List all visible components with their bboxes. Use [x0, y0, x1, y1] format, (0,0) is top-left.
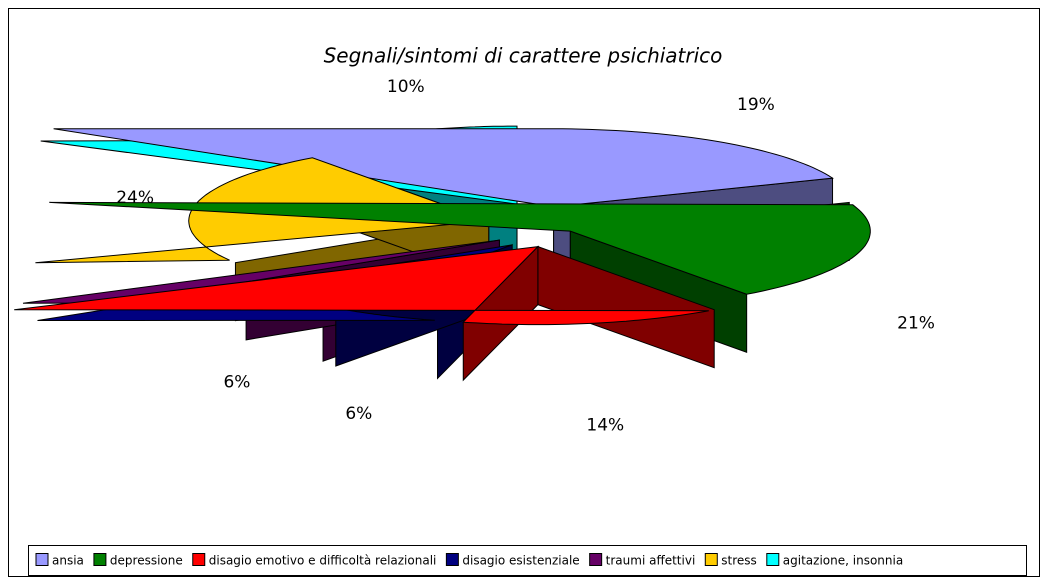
data-label: 21% [897, 313, 935, 333]
legend-swatch [704, 553, 718, 566]
data-label: 19% [737, 95, 775, 115]
legend-label: depressione [110, 554, 183, 568]
chart-title: Segnali/sintomi di carattere psichiatric… [324, 44, 723, 68]
data-label: 6% [345, 404, 372, 424]
legend-swatch [93, 553, 107, 566]
data-label: 24% [116, 188, 154, 208]
legend-label: disagio emotivo e difficoltà relazionali [209, 554, 437, 568]
slice-tops [14, 125, 871, 326]
legend-label: stress [721, 554, 757, 568]
data-label: 14% [586, 415, 624, 435]
slice [14, 245, 709, 326]
legend-swatch [766, 553, 780, 566]
legend-label: agitazione, insonnia [783, 554, 903, 568]
data-label: 10% [387, 77, 425, 97]
legend-label: ansia [52, 554, 84, 568]
legend-swatch [35, 553, 49, 566]
slice [53, 128, 834, 208]
legend-label: traumi affettivi [606, 554, 696, 568]
slice [49, 201, 871, 295]
legend-label: disagio esistenziale [462, 554, 579, 568]
legend-swatch [192, 553, 206, 566]
legend-swatch [445, 553, 459, 566]
data-label: 6% [223, 372, 250, 392]
legend-swatch [589, 553, 603, 566]
